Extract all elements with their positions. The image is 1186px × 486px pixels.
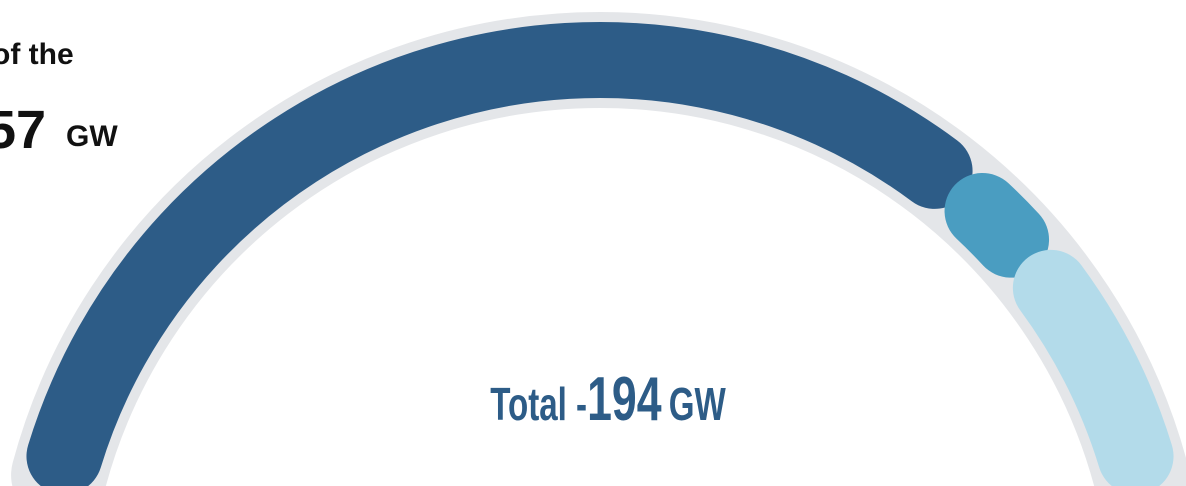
side-text: of the	[0, 38, 74, 71]
side-unit: GW	[66, 120, 118, 153]
gauge-segment	[1012, 249, 1174, 486]
total-text: Total -194 GW	[490, 365, 726, 434]
total-value: 194	[587, 365, 661, 434]
gauge	[11, 12, 1186, 486]
total-label: Total -194 GW	[490, 365, 726, 434]
total-unit: GW	[669, 380, 726, 430]
total-prefix: Total -	[490, 380, 587, 430]
gauge-segment	[26, 22, 973, 486]
side-value: 57	[0, 100, 46, 160]
gauge-segment	[944, 173, 1050, 278]
